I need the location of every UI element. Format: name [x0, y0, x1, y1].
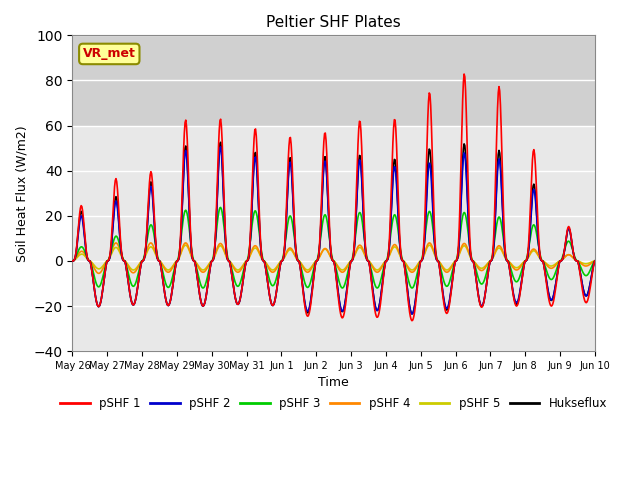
pSHF 2 [591, 258, 599, 264]
pSHF 2 [132, 297, 140, 302]
Title: Peltier SHF Plates: Peltier SHF Plates [266, 15, 401, 30]
pSHF 2 [398, 257, 406, 263]
pSHF 1 [397, 251, 404, 256]
Hukseflux [212, 217, 220, 223]
Line: pSHF 2: pSHF 2 [72, 147, 595, 314]
pSHF 5 [78, 251, 86, 257]
Legend: pSHF 1, pSHF 2, pSHF 3, pSHF 4, pSHF 5, Hukseflux: pSHF 1, pSHF 2, pSHF 3, pSHF 4, pSHF 5, … [56, 392, 612, 415]
Hukseflux [132, 297, 140, 302]
Hukseflux [413, 279, 421, 285]
pSHF 4 [112, 240, 120, 246]
pSHF 3 [217, 204, 225, 210]
pSHF 5 [132, 265, 140, 271]
pSHF 2 [68, 258, 76, 264]
pSHF 2 [212, 219, 220, 225]
pSHF 3 [200, 285, 207, 291]
pSHF 4 [186, 249, 194, 255]
pSHF 3 [132, 280, 140, 286]
pSHF 4 [95, 270, 102, 276]
Line: pSHF 4: pSHF 4 [72, 243, 595, 273]
pSHF 3 [399, 257, 406, 263]
pSHF 2 [185, 195, 193, 201]
pSHF 1 [460, 71, 468, 77]
Line: pSHF 5: pSHF 5 [72, 245, 595, 270]
Line: pSHF 1: pSHF 1 [72, 74, 595, 321]
pSHF 4 [133, 266, 141, 272]
X-axis label: Time: Time [318, 376, 349, 389]
pSHF 5 [399, 257, 406, 263]
pSHF 5 [130, 267, 138, 273]
pSHF 3 [413, 269, 421, 275]
pSHF 1 [212, 210, 220, 216]
pSHF 1 [78, 204, 86, 209]
pSHF 5 [68, 258, 76, 264]
pSHF 3 [185, 221, 193, 227]
pSHF 1 [185, 178, 193, 183]
pSHF 1 [132, 297, 140, 302]
pSHF 2 [413, 279, 421, 285]
pSHF 1 [68, 258, 76, 264]
Hukseflux [68, 258, 76, 264]
Text: VR_met: VR_met [83, 48, 136, 60]
pSHF 1 [413, 289, 420, 295]
pSHF 5 [591, 258, 599, 264]
pSHF 5 [413, 262, 421, 267]
Line: pSHF 3: pSHF 3 [72, 207, 595, 288]
Bar [72, 36, 595, 126]
pSHF 4 [78, 248, 86, 254]
pSHF 3 [68, 258, 76, 264]
pSHF 3 [591, 258, 599, 264]
Line: Hukseflux: Hukseflux [72, 142, 595, 314]
pSHF 2 [408, 311, 415, 317]
pSHF 1 [591, 258, 599, 264]
pSHF 5 [186, 250, 194, 256]
pSHF 4 [214, 244, 221, 250]
Hukseflux [217, 139, 225, 145]
Hukseflux [78, 210, 86, 216]
Y-axis label: Soil Heat Flux (W/m2): Soil Heat Flux (W/m2) [15, 125, 28, 262]
Hukseflux [185, 192, 193, 198]
Hukseflux [398, 256, 406, 262]
pSHF 2 [78, 214, 86, 220]
pSHF 4 [68, 258, 76, 264]
pSHF 3 [78, 244, 86, 250]
Hukseflux [591, 258, 599, 264]
pSHF 4 [591, 258, 599, 264]
pSHF 4 [399, 257, 406, 263]
Hukseflux [408, 311, 415, 317]
pSHF 5 [182, 242, 189, 248]
pSHF 3 [213, 222, 221, 228]
pSHF 2 [217, 144, 225, 150]
pSHF 4 [413, 263, 421, 268]
pSHF 5 [214, 246, 221, 252]
pSHF 1 [408, 318, 415, 324]
